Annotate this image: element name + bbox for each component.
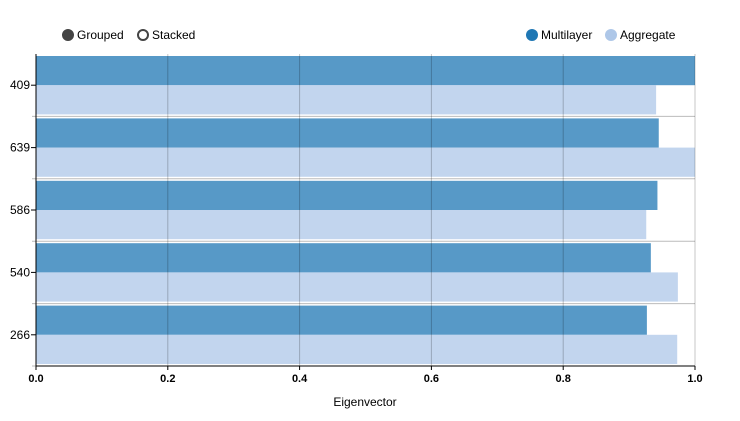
legend-item-multilayer[interactable]: Multilayer <box>526 28 592 42</box>
y-tick-label: 540 <box>10 265 30 279</box>
multilayer-legend-label: Multilayer <box>541 28 593 42</box>
x-tick-label: 0.2 <box>160 373 175 385</box>
bar-aggregate-639[interactable] <box>36 147 695 177</box>
bar-multilayer-586[interactable] <box>36 180 658 210</box>
x-tick-label: 1.0 <box>687 373 702 385</box>
multilayer-legend-swatch-icon <box>526 29 538 41</box>
bar-multilayer-540[interactable] <box>36 243 651 273</box>
bar-aggregate-266[interactable] <box>36 334 678 364</box>
legend-item-aggregate[interactable]: Aggregate <box>605 28 675 42</box>
stacked-radio-icon <box>137 29 149 41</box>
bar-aggregate-409[interactable] <box>36 85 657 115</box>
stacked-label: Stacked <box>152 28 196 42</box>
x-tick-label: 0.4 <box>292 373 308 385</box>
x-tick-label: 0.6 <box>424 373 439 385</box>
aggregate-legend-label: Aggregate <box>620 28 676 42</box>
y-axis: 409 639 586 540 266 <box>10 54 37 366</box>
x-tick-label: 0.0 <box>28 373 43 385</box>
x-axis-label: Eigenvector <box>333 395 396 409</box>
bar-multilayer-266[interactable] <box>36 305 647 335</box>
y-tick-label: 266 <box>10 328 30 342</box>
y-tick-label: 586 <box>10 203 30 217</box>
x-tick-label: 0.8 <box>556 373 571 385</box>
grouped-toggle[interactable]: Grouped <box>62 28 124 42</box>
aggregate-legend-swatch-icon <box>605 29 617 41</box>
x-axis: 0.0 0.2 0.4 0.6 0.8 1.0 <box>28 365 703 385</box>
bars-layer <box>36 56 695 364</box>
bar-multilayer-639[interactable] <box>36 118 659 148</box>
grouped-radio-icon <box>62 29 74 41</box>
bar-aggregate-540[interactable] <box>36 272 678 302</box>
bar-aggregate-586[interactable] <box>36 210 647 240</box>
stacked-toggle[interactable]: Stacked <box>137 28 195 42</box>
bar-multilayer-409[interactable] <box>36 56 695 86</box>
y-tick-label: 409 <box>10 78 30 92</box>
y-tick-label: 639 <box>10 141 30 155</box>
grouped-label: Grouped <box>77 28 124 42</box>
